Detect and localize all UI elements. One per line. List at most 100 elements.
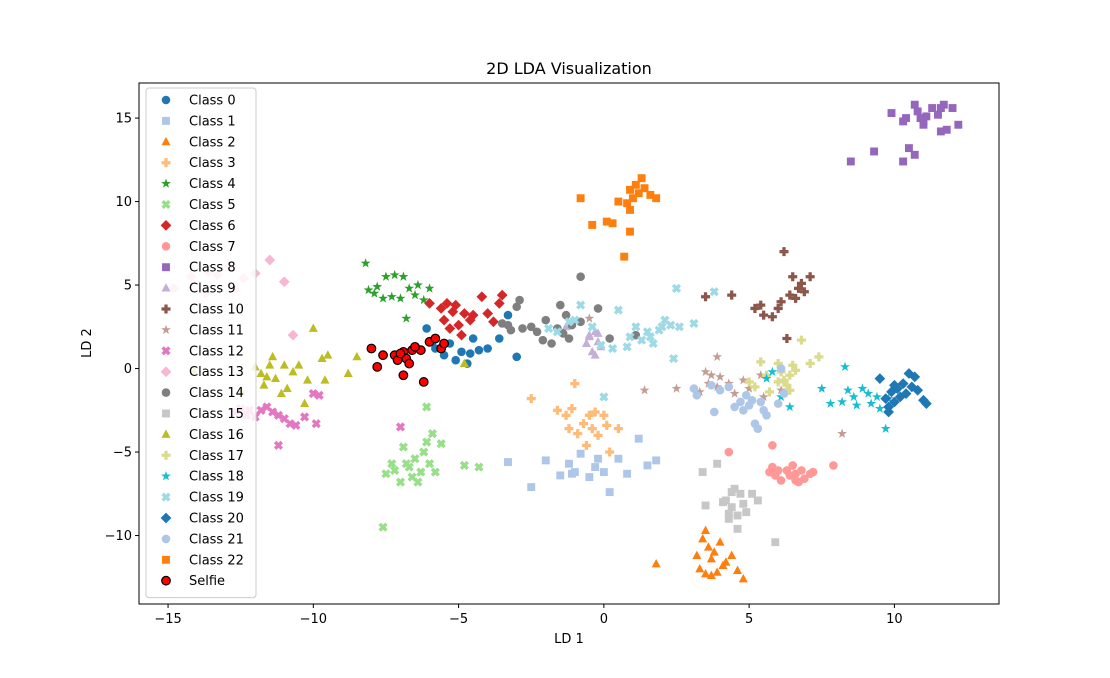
data-point <box>424 459 435 469</box>
x-tick-label: −15 <box>154 612 181 627</box>
series-class-17 <box>744 335 824 397</box>
data-point <box>488 316 499 328</box>
data-point <box>581 440 591 450</box>
data-point <box>459 358 469 367</box>
data-point <box>285 419 295 429</box>
legend-entry: Class 13 <box>160 365 244 380</box>
legend-entry: Class 20 <box>160 512 244 527</box>
legend-marker <box>161 324 171 335</box>
legend-label: Class 19 <box>189 491 244 506</box>
legend-entry: Class 22 <box>162 553 244 568</box>
data-point <box>381 271 391 281</box>
data-point <box>706 570 716 580</box>
data-point <box>410 454 420 464</box>
data-point <box>404 462 414 472</box>
data-point <box>378 350 388 361</box>
data-point <box>439 338 449 349</box>
data-point <box>587 424 597 434</box>
data-point <box>496 289 508 301</box>
data-point <box>599 468 608 477</box>
data-point <box>547 339 556 348</box>
data-point <box>794 283 804 293</box>
chart-title: 2D LDA Visualization <box>486 59 652 78</box>
legend-label: Class 15 <box>189 407 244 422</box>
data-point <box>567 404 577 414</box>
data-point <box>552 405 562 415</box>
data-point <box>590 407 600 417</box>
data-point <box>453 319 464 331</box>
series-class-3 <box>526 379 623 457</box>
data-point <box>799 287 809 297</box>
data-point <box>707 380 716 390</box>
data-point <box>256 368 266 377</box>
data-point <box>398 370 409 381</box>
data-point <box>709 547 719 556</box>
data-point <box>512 352 522 362</box>
data-point <box>279 360 289 369</box>
data-point <box>851 400 862 410</box>
data-point <box>744 383 755 393</box>
legend-marker <box>161 95 171 105</box>
data-point <box>561 410 571 420</box>
data-point <box>596 340 606 350</box>
data-point <box>805 359 815 369</box>
data-point <box>791 293 801 303</box>
data-point <box>657 322 667 332</box>
data-point <box>694 386 705 397</box>
data-point <box>564 334 574 343</box>
data-point <box>750 382 760 392</box>
data-point <box>756 357 766 367</box>
data-point <box>784 401 795 412</box>
y-tick-label: −10 <box>105 529 132 544</box>
data-point <box>747 395 757 405</box>
data-point <box>398 442 408 452</box>
data-point <box>904 144 913 153</box>
data-point <box>387 459 397 469</box>
data-point <box>264 254 276 266</box>
data-point <box>579 419 589 429</box>
data-point <box>922 112 931 121</box>
data-point <box>698 468 707 477</box>
data-point <box>343 368 353 377</box>
data-point <box>701 568 711 578</box>
data-point <box>494 334 504 343</box>
data-point <box>788 360 798 370</box>
data-point <box>527 483 536 492</box>
legend-entry: Class 18 <box>161 470 244 485</box>
data-point <box>605 447 615 457</box>
data-point <box>715 385 725 395</box>
data-point <box>372 361 383 372</box>
data-point <box>570 379 580 389</box>
data-point <box>564 317 574 327</box>
x-tick-label: 0 <box>600 612 608 627</box>
data-point <box>614 197 623 206</box>
data-point <box>776 364 786 373</box>
data-point <box>666 320 676 330</box>
series-class-5 <box>378 402 484 532</box>
legend-entry: Class 2 <box>161 135 236 150</box>
data-point <box>742 508 751 517</box>
data-point <box>706 553 716 563</box>
data-point <box>857 383 868 393</box>
data-point <box>846 157 855 166</box>
legend-marker <box>161 304 171 314</box>
legend-entry: Class 16 <box>161 428 244 443</box>
data-point <box>837 428 848 438</box>
data-point <box>404 283 415 293</box>
data-point <box>816 383 827 393</box>
data-point <box>503 310 513 320</box>
legend-marker <box>161 158 171 168</box>
x-tick-label: −5 <box>449 612 468 627</box>
legend-label: Class 11 <box>189 323 244 338</box>
data-point <box>390 465 400 475</box>
data-point <box>576 272 585 282</box>
data-point <box>512 302 522 312</box>
legend-label: Class 8 <box>189 261 236 276</box>
plot-frame <box>138 82 1000 605</box>
data-point <box>902 114 910 123</box>
data-point <box>518 324 527 333</box>
data-point <box>558 329 568 338</box>
data-point <box>910 100 919 109</box>
data-point <box>416 467 426 477</box>
legend-label: Class 7 <box>189 240 236 255</box>
